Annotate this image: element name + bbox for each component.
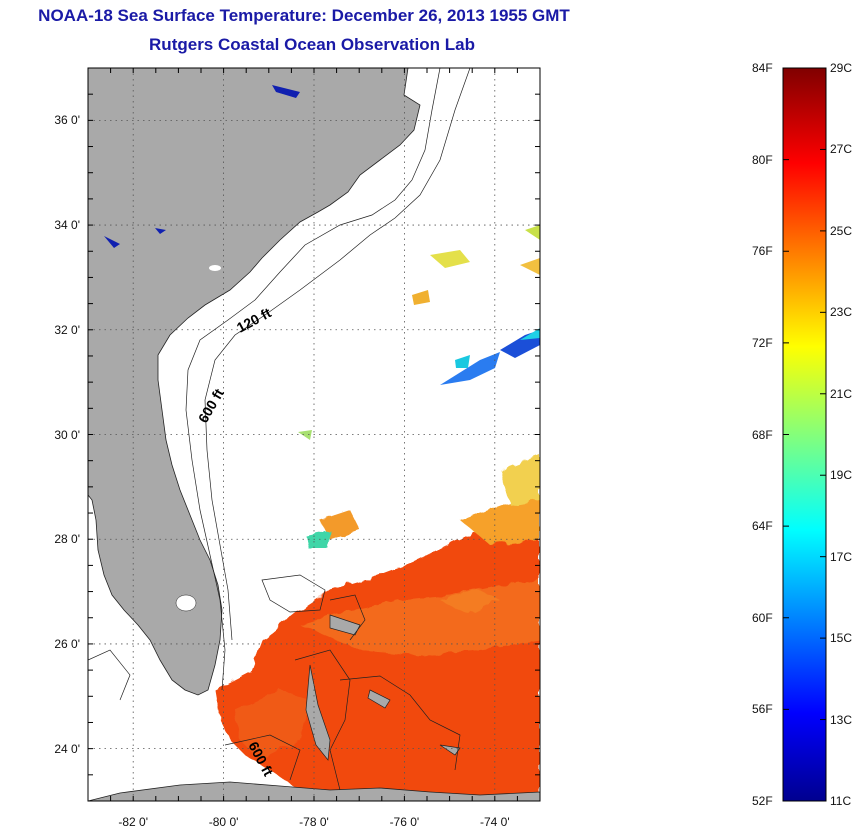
latitude-label: 36 0' <box>54 113 80 128</box>
lake-okeechobee <box>175 594 197 612</box>
axis-ticks <box>87 67 541 802</box>
colorbar-fahrenheit-label: 68F <box>752 427 773 442</box>
colorbar-celsius-label: 25C <box>830 223 853 238</box>
latitude-label: 24 0' <box>54 741 80 756</box>
colorbar-fahrenheit-label: 84F <box>752 61 773 75</box>
map-title: NOAA-18 Sea Surface Temperature: Decembe… <box>38 6 570 25</box>
colorbar-celsius-label: 13C <box>830 712 853 727</box>
inland-water <box>155 228 166 234</box>
inland-water <box>104 236 120 248</box>
colorbar-fahrenheit-label: 72F <box>752 335 773 350</box>
colorbar-celsius-label: 21C <box>830 386 853 401</box>
latitude-label: 30 0' <box>54 427 80 442</box>
colorbar-fahrenheit-label: 52F <box>752 794 773 808</box>
colorbar-celsius-label: 19C <box>830 468 853 483</box>
colorbar-fahrenheit-label: 60F <box>752 610 773 625</box>
colorbar-fahrenheit-label: 64F <box>752 519 773 534</box>
longitude-label: -78 0' <box>299 815 329 829</box>
bahamas-islands <box>305 614 461 761</box>
colorbar-fahrenheit-label: 76F <box>752 244 773 259</box>
latitude-label: 28 0' <box>54 532 80 547</box>
colorbar-celsius-label: 15C <box>830 631 853 646</box>
inland-water <box>272 85 300 98</box>
cold-sst-patches <box>298 225 540 440</box>
colorbar-fahrenheit-label: 56F <box>752 702 773 717</box>
colorbar-fahrenheit-label: 80F <box>752 152 773 167</box>
colorbar-celsius-label: 27C <box>830 142 853 157</box>
colorbar-ticks <box>783 67 826 802</box>
bathymetry-contours <box>88 68 471 791</box>
lake <box>209 265 221 271</box>
colorbar-celsius-label: 17C <box>830 549 853 564</box>
longitude-label: -82 0' <box>118 815 149 829</box>
map-subtitle: Rutgers Coastal Ocean Observation Lab <box>149 35 475 54</box>
colorbar-celsius-label: 29C <box>830 61 853 75</box>
sst-data-layer <box>215 455 540 801</box>
latitude-label: 26 0' <box>54 636 80 651</box>
map-grid <box>88 68 540 801</box>
longitude-label: -76 0' <box>389 815 420 829</box>
longitude-label: -80 0' <box>208 815 239 829</box>
colorbar-celsius-label: 11C <box>830 794 852 808</box>
latitude-label: 32 0' <box>54 322 80 337</box>
longitude-label: -74 0' <box>479 815 510 829</box>
colorbar-celsius-label: 23C <box>830 305 853 320</box>
latitude-label: 34 0' <box>54 218 80 233</box>
colorbar <box>782 67 827 802</box>
